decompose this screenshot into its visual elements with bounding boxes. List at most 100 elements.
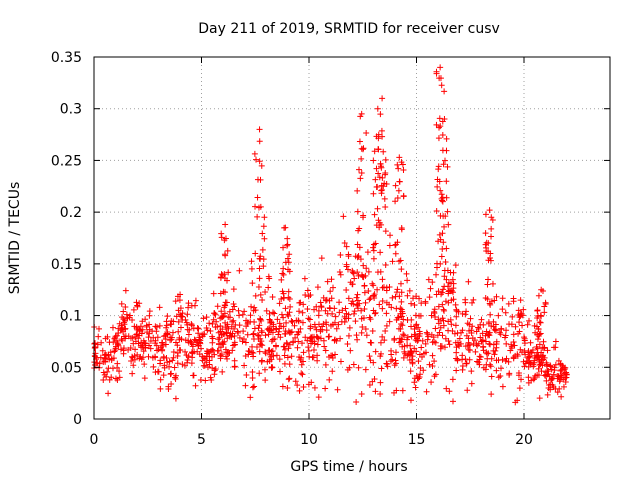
data-point: [472, 348, 479, 355]
data-point: [497, 373, 504, 380]
data-point: [298, 370, 305, 377]
data-point: [314, 352, 321, 359]
data-point: [325, 333, 332, 340]
data-point: [209, 333, 216, 340]
data-point: [109, 324, 116, 331]
data-point: [499, 383, 506, 390]
data-point: [363, 129, 370, 136]
data-point: [318, 303, 325, 310]
data-point: [388, 304, 395, 311]
data-point: [370, 190, 377, 197]
data-point: [382, 327, 389, 334]
data-point: [487, 311, 494, 318]
data-point: [168, 370, 175, 377]
data-point: [358, 155, 365, 162]
data-point: [188, 340, 195, 347]
data-point: [258, 317, 265, 324]
data-point: [547, 386, 554, 393]
data-point: [372, 348, 379, 355]
data-point: [497, 331, 504, 338]
data-point: [132, 346, 139, 353]
data-point: [251, 150, 258, 157]
data-point: [142, 316, 149, 323]
data-point: [393, 316, 400, 323]
data-point: [424, 331, 431, 338]
data-point: [267, 353, 274, 360]
data-point: [449, 398, 456, 405]
data-point: [195, 342, 202, 349]
data-point: [122, 335, 129, 342]
data-point: [211, 310, 218, 317]
data-point: [466, 356, 473, 363]
data-point: [256, 158, 263, 165]
data-point: [284, 255, 291, 262]
data-point: [469, 299, 476, 306]
data-point: [360, 315, 367, 322]
data-point: [129, 353, 136, 360]
data-point: [130, 362, 137, 369]
data-point: [118, 336, 125, 343]
data-point: [306, 353, 313, 360]
data-point: [416, 312, 423, 319]
data-point: [515, 372, 522, 379]
data-point: [226, 350, 233, 357]
data-point: [533, 352, 540, 359]
data-point: [379, 133, 386, 140]
data-point: [285, 376, 292, 383]
data-point: [550, 371, 557, 378]
data-point: [508, 343, 515, 350]
data-point: [437, 64, 444, 71]
data-point: [305, 347, 312, 354]
data-point: [376, 301, 383, 308]
data-point: [548, 375, 555, 382]
data-point: [116, 320, 123, 327]
data-point: [435, 316, 442, 323]
data-point: [101, 352, 108, 359]
data-point: [486, 340, 493, 347]
data-point: [218, 234, 225, 241]
data-point: [254, 176, 261, 183]
data-point: [313, 303, 320, 310]
data-point: [268, 348, 275, 355]
data-point: [320, 337, 327, 344]
data-point: [190, 325, 197, 332]
data-point: [400, 193, 407, 200]
data-point: [554, 375, 561, 382]
data-point: [377, 249, 384, 256]
data-point: [394, 194, 401, 201]
data-point: [231, 363, 238, 370]
data-point: [299, 371, 306, 378]
data-point: [528, 377, 535, 384]
data-point: [353, 399, 360, 406]
data-point: [499, 306, 506, 313]
data-point: [448, 287, 455, 294]
data-point: [449, 376, 456, 383]
data-point: [358, 110, 365, 117]
data-point: [498, 365, 505, 372]
data-point: [492, 347, 499, 354]
data-point: [186, 326, 193, 333]
data-point: [490, 318, 497, 325]
data-point: [169, 329, 176, 336]
data-point: [493, 357, 500, 364]
data-point: [264, 358, 271, 365]
data-point: [434, 264, 441, 271]
data-point: [256, 370, 263, 377]
data-point: [210, 290, 217, 297]
data-point: [438, 343, 445, 350]
data-point: [365, 288, 372, 295]
data-point: [409, 353, 416, 360]
data-point: [488, 225, 495, 232]
data-point: [221, 271, 228, 278]
data-point: [192, 382, 199, 389]
data-point: [453, 306, 460, 313]
data-point: [407, 397, 414, 404]
data-point: [256, 322, 263, 329]
data-point: [217, 323, 224, 330]
data-point: [262, 332, 269, 339]
data-point: [243, 323, 250, 330]
data-point: [216, 340, 223, 347]
data-point: [416, 328, 423, 335]
data-point: [310, 347, 317, 354]
data-point: [449, 276, 456, 283]
